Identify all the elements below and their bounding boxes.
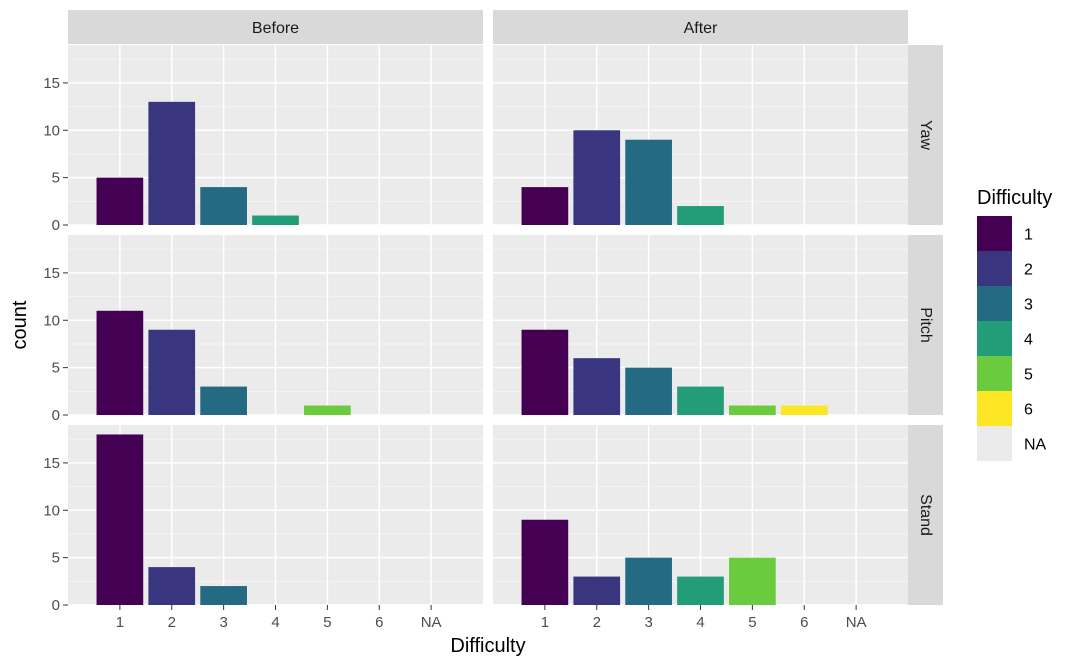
legend-swatch-na (977, 426, 1012, 461)
legend-label: 4 (1024, 332, 1033, 349)
legend-swatch-4 (977, 321, 1012, 356)
legend-label: 2 (1024, 262, 1033, 279)
facet-strip-label: Pitch (917, 307, 934, 343)
bar-pitch-after-5 (729, 405, 776, 415)
x-tick-label: NA (846, 614, 867, 631)
legend-label: 1 (1024, 227, 1033, 244)
x-tick-label: 6 (800, 614, 808, 631)
facet-strip-after (493, 10, 908, 44)
x-tick-label: 6 (375, 614, 383, 631)
y-tick-label: 15 (43, 455, 60, 472)
x-tick-label: 3 (644, 614, 652, 631)
bar-stand-before-1 (96, 434, 144, 605)
bar-yaw-after-2 (573, 130, 621, 225)
y-tick-label: 10 (43, 502, 60, 519)
x-tick-label: 5 (748, 614, 756, 631)
legend-label: NA (1024, 437, 1047, 454)
x-tick-label: 4 (696, 614, 704, 631)
legend-label: 5 (1024, 367, 1033, 384)
bar-pitch-after-4 (677, 386, 724, 415)
bar-pitch-after-6 (780, 405, 828, 415)
x-tick-label: 2 (168, 614, 176, 631)
bar-stand-before-3 (200, 586, 247, 605)
x-tick-label: 2 (593, 614, 601, 631)
legend-swatch-1 (977, 216, 1012, 251)
x-tick-label: NA (421, 614, 442, 631)
bar-yaw-before-3 (200, 187, 247, 225)
x-tick-label: 5 (323, 614, 331, 631)
x-axis-title: Difficulty (450, 635, 525, 657)
facet-strip-label: Yaw (917, 120, 934, 150)
facet-strip-stand (908, 425, 943, 605)
bar-stand-after-2 (573, 576, 621, 605)
bar-yaw-after-3 (625, 139, 672, 225)
y-tick-label: 0 (52, 217, 60, 234)
bar-stand-after-4 (677, 576, 724, 605)
facet-strip-pitch (908, 235, 943, 415)
y-tick-label: 0 (52, 597, 60, 614)
y-axis-title: count (9, 300, 31, 349)
x-tick-label: 1 (541, 614, 549, 631)
x-tick-label: 3 (219, 614, 227, 631)
bar-stand-after-1 (521, 519, 569, 605)
bar-pitch-before-3 (200, 386, 247, 415)
bar-yaw-before-2 (148, 101, 196, 225)
bar-stand-after-3 (625, 557, 672, 605)
y-tick-label: 10 (43, 122, 60, 139)
facet-strip-label: Stand (917, 494, 934, 536)
facet-strip-label: Before (252, 20, 299, 37)
legend-swatch-6 (977, 391, 1012, 426)
bar-yaw-after-1 (521, 187, 569, 225)
bar-stand-before-2 (148, 567, 196, 605)
legend-label: 6 (1024, 402, 1033, 419)
legend-swatch-5 (977, 356, 1012, 391)
bar-stand-after-5 (729, 557, 776, 605)
bar-pitch-before-2 (148, 329, 196, 415)
y-tick-label: 5 (52, 360, 60, 377)
y-tick-label: 10 (43, 312, 60, 329)
y-tick-label: 15 (43, 265, 60, 282)
y-tick-label: 15 (43, 75, 60, 92)
y-tick-label: 0 (52, 407, 60, 424)
x-tick-label: 1 (116, 614, 124, 631)
bar-pitch-after-1 (521, 329, 569, 415)
legend-label: 3 (1024, 297, 1033, 314)
legend-swatch-2 (977, 251, 1012, 286)
bar-pitch-before-1 (96, 310, 144, 415)
bar-yaw-before-1 (96, 177, 144, 225)
bar-pitch-before-5 (304, 405, 351, 415)
y-tick-label: 5 (52, 170, 60, 187)
bar-pitch-after-2 (573, 358, 621, 415)
bar-yaw-after-4 (677, 206, 724, 225)
bar-yaw-before-4 (252, 215, 299, 225)
x-tick-label: 4 (271, 614, 279, 631)
y-tick-label: 5 (52, 550, 60, 567)
facet-strip-before (68, 10, 483, 44)
facet-strip-yaw (908, 45, 943, 225)
bar-pitch-after-3 (625, 367, 672, 415)
legend-title: Difficulty (977, 187, 1052, 209)
facet-strip-label: After (684, 20, 718, 37)
legend-swatch-3 (977, 286, 1012, 321)
